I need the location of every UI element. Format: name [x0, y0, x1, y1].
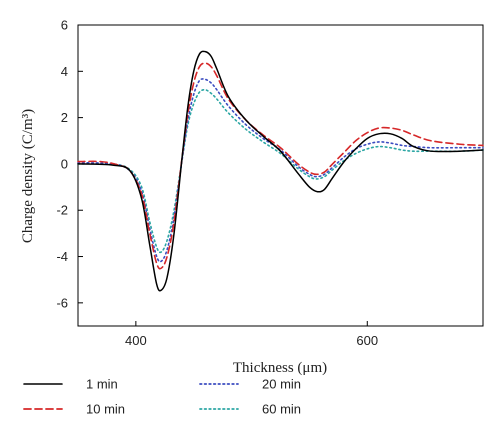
- y-tick-label: -6: [56, 295, 68, 310]
- series-group: [77, 50, 484, 292]
- y-tick-label: 0: [61, 156, 68, 171]
- series-line-1-min: [77, 50, 484, 292]
- series-line-20-min: [77, 78, 484, 263]
- series-line-10-min: [77, 62, 484, 270]
- y-tick-label: -2: [56, 203, 68, 218]
- y-tick-label: 4: [61, 64, 68, 79]
- legend-label: 20 min: [262, 377, 301, 392]
- x-tick-label: 400: [125, 333, 147, 348]
- y-tick-label: 6: [61, 18, 68, 33]
- y-tick-label: 2: [61, 110, 68, 125]
- legend: 1 min 10 min 20 min 60 min: [23, 377, 301, 417]
- y-tick-label: -4: [56, 249, 68, 264]
- x-axis-title: Thickness (μm): [233, 360, 327, 376]
- legend-label: 10 min: [86, 402, 125, 417]
- legend-label: 60 min: [262, 402, 301, 417]
- y-axis-title: Charge density (C/m³): [20, 109, 36, 243]
- series-line-60-min: [77, 88, 484, 254]
- legend-label: 1 min: [86, 377, 118, 392]
- x-tick-label: 600: [356, 333, 378, 348]
- y-axis: -6 -4 -2 0 2 4 6: [56, 18, 83, 310]
- plot-area: -6 -4 -2 0 2 4 6 400 600: [56, 18, 484, 348]
- plot-frame: [77, 24, 484, 327]
- x-axis: 400 600: [125, 321, 378, 348]
